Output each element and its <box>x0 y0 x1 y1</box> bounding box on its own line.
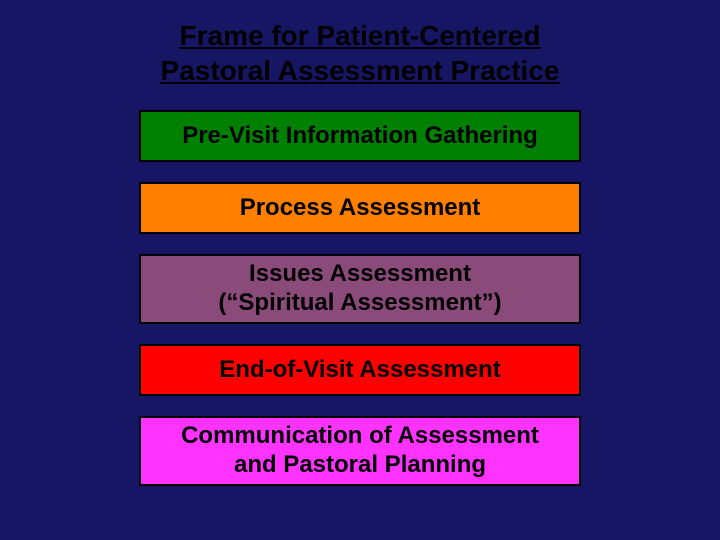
boxes-container: Pre-Visit Information Gathering Process … <box>0 110 720 506</box>
box-issues: Issues Assessment (“Spiritual Assessment… <box>139 254 581 324</box>
box-text: Process Assessment <box>141 194 579 223</box>
box-text: (“Spiritual Assessment”) <box>141 289 579 318</box>
box-process: Process Assessment <box>139 182 581 234</box>
box-pre-visit: Pre-Visit Information Gathering <box>139 110 581 162</box>
box-end-of-visit: End-of-Visit Assessment <box>139 344 581 396</box>
box-text: Pre-Visit Information Gathering <box>141 122 579 151</box>
box-communication: Communication of Assessment and Pastoral… <box>139 416 581 486</box>
box-text: and Pastoral Planning <box>141 451 579 480</box>
title-line-2: Pastoral Assessment Practice <box>161 55 560 86</box>
box-text: Communication of Assessment <box>141 422 579 451</box>
title-line-1: Frame for Patient-Centered <box>180 20 541 51</box>
box-text: Issues Assessment <box>141 260 579 289</box>
box-text: End-of-Visit Assessment <box>141 356 579 385</box>
slide-title: Frame for Patient-Centered Pastoral Asse… <box>161 18 560 88</box>
